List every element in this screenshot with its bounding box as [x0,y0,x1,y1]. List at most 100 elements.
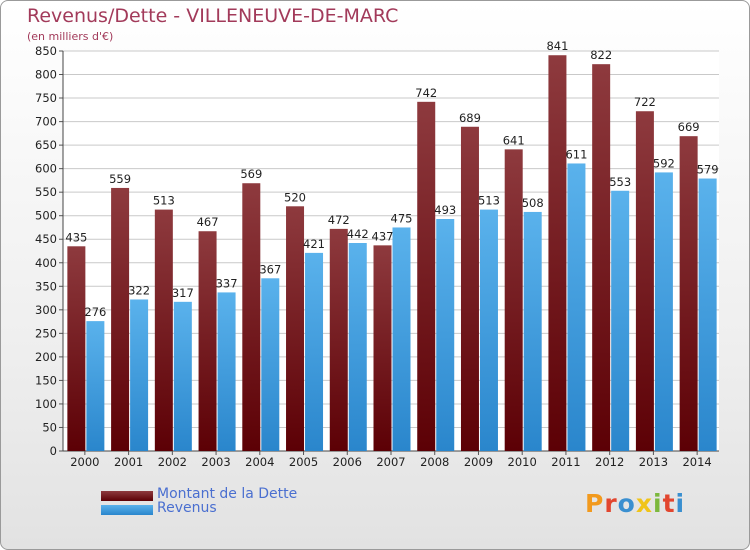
proxiti-logo: Proxiti [585,489,685,518]
bar-revenus-2007 [392,227,411,451]
bar-revenus-2013 [654,172,673,452]
data-label-dette-2004: 569 [240,167,262,181]
y-tick-label: 500 [35,209,57,223]
bar-revenus-2000 [86,321,105,451]
y-tick-label: 350 [35,279,57,293]
bar-dette-2013 [635,111,654,451]
data-label-revenus-2009: 513 [478,194,500,208]
y-tick-label: 800 [35,68,57,82]
data-label-dette-2009: 689 [459,111,481,125]
x-tick-label: 2011 [551,455,580,469]
data-label-revenus-2000: 276 [84,305,106,319]
data-label-dette-2005: 520 [284,190,306,204]
bar-revenus-2012 [611,190,630,451]
x-tick-label: 2006 [333,455,362,469]
x-tick-label: 2013 [639,455,668,469]
x-tick-label: 2002 [158,455,187,469]
y-tick-label: 450 [35,232,57,246]
logo-letter: i [653,489,663,518]
bar-revenus-2008 [436,219,455,451]
logo-letter: x [635,489,653,518]
y-tick-label: 550 [35,185,57,199]
y-tick-label: 750 [35,91,57,105]
bar-revenus-2005 [305,252,324,451]
x-tick-label: 2000 [70,455,99,469]
legend-swatch-dette [101,491,153,501]
data-label-dette-2014: 669 [678,120,700,134]
data-label-revenus-2006: 442 [347,227,369,241]
logo-letter: t [662,489,676,518]
data-label-revenus-2011: 611 [565,147,587,161]
logo-letter: P [585,489,605,518]
bar-revenus-2002 [173,301,192,451]
data-label-dette-2010: 641 [503,133,525,147]
y-tick-label: 300 [35,303,57,317]
logo-letter: i [675,489,686,518]
y-tick-label: 600 [35,162,57,176]
legend-label-revenus: Revenus [157,500,217,516]
bar-revenus-2014 [698,178,717,451]
bar-dette-2009 [460,126,479,451]
y-tick-label: 700 [35,115,57,129]
data-label-revenus-2001: 322 [128,283,150,297]
data-label-dette-2001: 559 [109,172,131,186]
bar-revenus-2011 [567,163,586,451]
y-tick-label: 150 [35,373,57,387]
x-tick-label: 2010 [508,455,537,469]
data-label-revenus-2004: 367 [259,262,281,276]
x-tick-label: 2009 [464,455,493,469]
bar-revenus-2004 [261,278,280,451]
data-label-revenus-2002: 317 [172,286,194,300]
bar-revenus-2001 [130,299,149,451]
bar-dette-2012 [592,64,611,452]
legend-swatch-revenus [101,505,153,515]
y-tick-label: 100 [35,397,57,411]
y-tick-label: 850 [35,44,57,58]
bar-dette-2005 [286,206,305,451]
data-label-revenus-2008: 493 [434,203,456,217]
y-tick-label: 650 [35,138,57,152]
bar-dette-2014 [679,136,698,452]
x-tick-label: 2005 [289,455,318,469]
data-label-revenus-2013: 592 [653,156,675,170]
x-tick-label: 2012 [595,455,624,469]
data-label-dette-2008: 742 [415,86,437,100]
x-tick-label: 2001 [114,455,143,469]
data-label-revenus-2005: 421 [303,237,325,251]
legend-label-dette: Montant de la Dette [157,486,298,502]
logo-letter: o [617,489,636,518]
bar-dette-2011 [548,55,567,452]
y-tick-label: 0 [50,444,57,458]
y-tick-label: 400 [35,256,57,270]
y-tick-label: 50 [42,420,57,434]
bar-dette-2003 [198,231,217,451]
data-label-revenus-2007: 475 [391,211,413,225]
y-tick-label: 250 [35,326,57,340]
bar-revenus-2006 [348,243,367,451]
data-label-dette-2012: 822 [590,48,612,62]
data-label-dette-2011: 841 [546,39,568,53]
x-tick-label: 2007 [376,455,405,469]
chart-subtitle: (en milliers d'€) [27,30,114,43]
bar-dette-2010 [504,149,523,451]
bar-dette-2001 [111,187,130,452]
bar-dette-2008 [417,101,436,451]
bar-dette-2002 [154,209,173,451]
logo-letter: r [604,489,618,518]
bar-revenus-2010 [523,211,542,451]
data-label-dette-2006: 472 [328,213,350,227]
bar-dette-2006 [329,228,348,451]
bar-revenus-2003 [217,292,236,451]
data-label-revenus-2010: 508 [522,196,544,210]
bar-revenus-2009 [479,209,498,451]
data-label-dette-2007: 437 [372,229,394,243]
x-tick-label: 2004 [245,455,274,469]
data-label-dette-2003: 467 [197,215,219,229]
data-label-revenus-2014: 579 [697,163,719,177]
y-tick-label: 200 [35,350,57,364]
chart-title: Revenus/Dette - VILLENEUVE-DE-MARC [27,5,399,27]
data-label-dette-2000: 435 [65,230,87,244]
data-label-revenus-2003: 337 [216,276,238,290]
